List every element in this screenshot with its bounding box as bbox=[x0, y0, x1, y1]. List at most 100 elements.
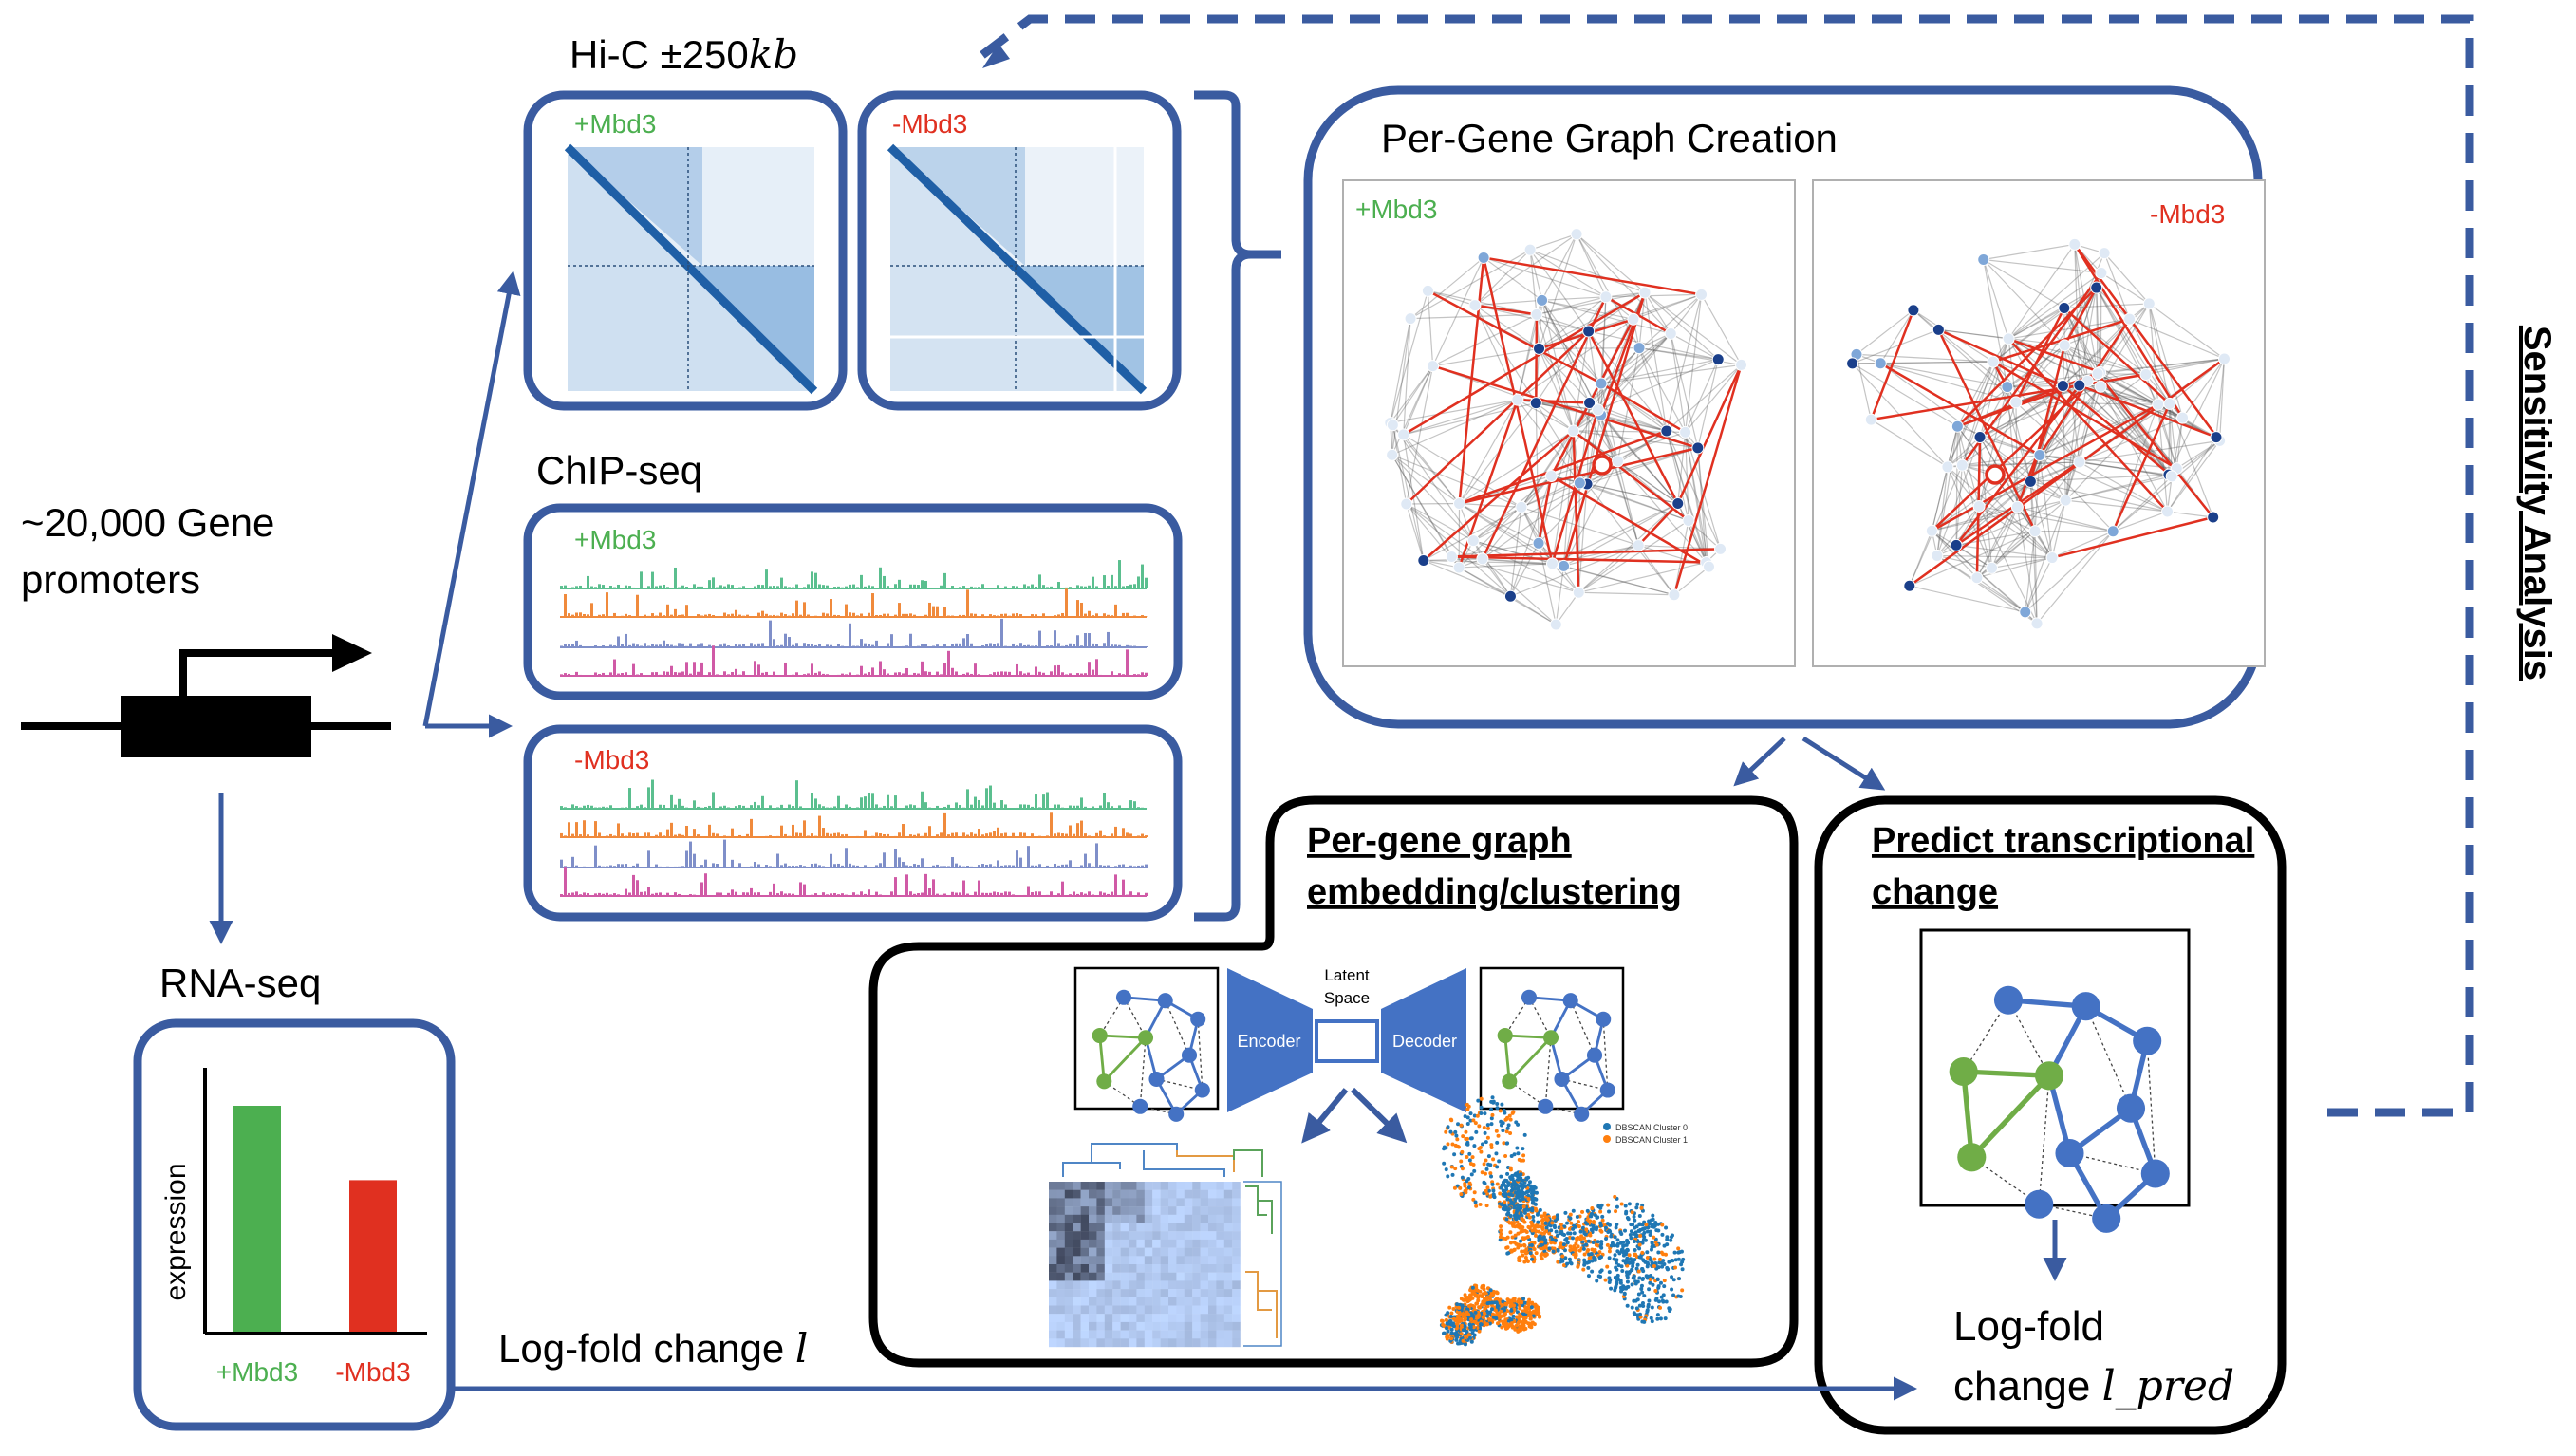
umap-point bbox=[1521, 1178, 1525, 1183]
chip-peak bbox=[814, 572, 817, 588]
heatmap-cell bbox=[1223, 1256, 1233, 1265]
chip-peak bbox=[685, 587, 688, 588]
chip-peak bbox=[852, 836, 855, 837]
chip-peak bbox=[716, 674, 719, 676]
umap-point bbox=[1526, 1212, 1531, 1217]
heatmap-cell bbox=[1216, 1182, 1224, 1190]
graph-edge bbox=[1579, 447, 1698, 484]
graph-edge bbox=[1529, 250, 1543, 301]
chip-peak bbox=[962, 586, 965, 588]
chip-peak bbox=[1080, 673, 1083, 676]
graph-edge bbox=[2008, 338, 2147, 376]
chip-peak bbox=[1019, 895, 1022, 896]
heatmap-cell bbox=[1216, 1321, 1224, 1331]
umap-point bbox=[1489, 1307, 1494, 1312]
heatmap-cell bbox=[1089, 1231, 1097, 1241]
combine-brace bbox=[1194, 90, 1281, 922]
graph-edge bbox=[2039, 374, 2147, 456]
chip-peak bbox=[951, 615, 954, 617]
heatmap-cell bbox=[1129, 1231, 1137, 1241]
graph-edge-highlight bbox=[2063, 287, 2098, 346]
heatmap-cell bbox=[1200, 1305, 1209, 1315]
graph-node bbox=[1695, 288, 1708, 301]
chip-peak bbox=[636, 644, 639, 647]
umap-point bbox=[1680, 1267, 1685, 1272]
chip-peak bbox=[746, 833, 749, 837]
umap-point bbox=[1640, 1290, 1645, 1295]
heatmap-cell bbox=[1136, 1247, 1145, 1257]
umap-point bbox=[1528, 1184, 1533, 1188]
chip-peak bbox=[1133, 674, 1136, 676]
umap-point bbox=[1470, 1285, 1475, 1290]
heatmap-cell bbox=[1192, 1272, 1201, 1281]
chip-peak bbox=[1141, 672, 1144, 676]
chip-peak bbox=[681, 895, 684, 896]
graph-node bbox=[1932, 323, 1945, 336]
graph-edge bbox=[2039, 385, 2101, 456]
chip-peak bbox=[579, 834, 582, 837]
chip-peak bbox=[852, 865, 855, 868]
heatmap-cell bbox=[1089, 1289, 1097, 1297]
heatmap-cell bbox=[1176, 1239, 1185, 1248]
graph-edge bbox=[1983, 243, 2075, 261]
heatmap-cell bbox=[1049, 1182, 1057, 1190]
graph-edge bbox=[2029, 481, 2038, 624]
heatmap-cell bbox=[1216, 1264, 1224, 1273]
chip-peak bbox=[708, 824, 711, 837]
chip-peak bbox=[697, 586, 700, 588]
graph-edge bbox=[1685, 359, 1719, 433]
chip-peak bbox=[894, 849, 897, 868]
chip-peak bbox=[632, 663, 635, 676]
graph-node bbox=[1957, 1143, 1987, 1172]
heatmap-cell bbox=[1056, 1264, 1065, 1273]
heatmap-cell bbox=[1168, 1214, 1177, 1223]
chip-peak bbox=[647, 586, 650, 588]
umap-point bbox=[1523, 1326, 1528, 1331]
chip-peak bbox=[1145, 672, 1148, 676]
umap-point bbox=[1633, 1252, 1637, 1257]
chip-peak bbox=[913, 672, 916, 676]
chip-peak bbox=[947, 804, 950, 809]
chip-peak bbox=[1114, 874, 1117, 896]
graph-node bbox=[1714, 542, 1727, 555]
chip-peak bbox=[769, 620, 772, 647]
graph-edge bbox=[1483, 256, 1607, 298]
heatmap-cell bbox=[1073, 1214, 1081, 1223]
chip-peak bbox=[1042, 613, 1045, 617]
chip-peak bbox=[571, 833, 574, 837]
chip-peak bbox=[1031, 806, 1034, 809]
heatmap-cell bbox=[1223, 1330, 1233, 1339]
heatmap-cell bbox=[1064, 1239, 1073, 1248]
chip-peak bbox=[811, 616, 813, 617]
umap-point bbox=[1507, 1113, 1512, 1118]
umap-point bbox=[1472, 1333, 1477, 1337]
chip-peak bbox=[799, 832, 802, 837]
graph-edge bbox=[1529, 233, 1577, 251]
umap-point bbox=[1673, 1265, 1678, 1270]
promoter-label-line1: ~20,000 Gene bbox=[21, 500, 274, 545]
chip-peak bbox=[875, 804, 878, 809]
umap-point bbox=[1655, 1313, 1660, 1317]
chip-peak bbox=[909, 866, 912, 868]
heatmap-cell bbox=[1064, 1314, 1073, 1323]
heatmap-cell bbox=[1089, 1239, 1097, 1248]
heatmap-cell bbox=[1089, 1198, 1097, 1207]
graph-edge-highlight bbox=[1481, 296, 1608, 560]
graph-node bbox=[1660, 424, 1673, 438]
umap-point bbox=[1494, 1316, 1499, 1320]
umap-point bbox=[1523, 1255, 1528, 1260]
umap-point bbox=[1483, 1290, 1487, 1295]
chip-peak bbox=[712, 645, 715, 676]
heatmap-cell bbox=[1216, 1223, 1224, 1232]
chip-peak bbox=[807, 808, 810, 809]
heatmap-cell bbox=[1184, 1214, 1193, 1223]
chip-peak bbox=[625, 835, 627, 837]
chip-peak bbox=[1046, 587, 1049, 588]
umap-point bbox=[1473, 1121, 1478, 1126]
chip-peak bbox=[1122, 828, 1125, 837]
heatmap-cell bbox=[1184, 1239, 1193, 1248]
heatmap-cell bbox=[1160, 1239, 1169, 1248]
chip-peak bbox=[860, 574, 863, 588]
chip-peak bbox=[1031, 833, 1034, 837]
umap-point bbox=[1479, 1149, 1484, 1154]
